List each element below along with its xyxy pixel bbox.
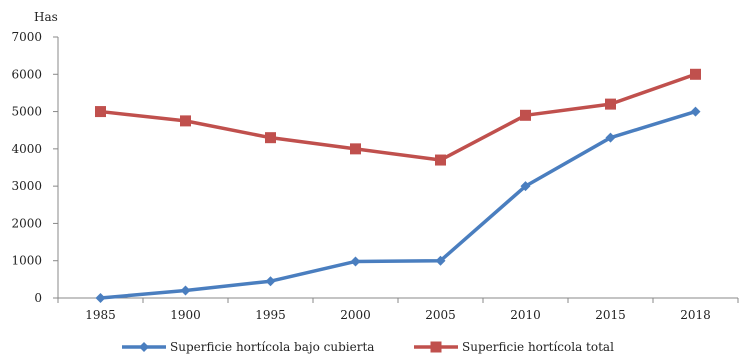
legend-label: Superficie hortícola total	[462, 340, 614, 354]
x-tick-label: 1900	[170, 308, 201, 322]
series-total	[95, 68, 701, 166]
series-total-point	[350, 143, 361, 155]
series-bajo-cubierta-point	[605, 132, 616, 143]
y-tick-label: 0	[34, 291, 42, 305]
y-tick-label: 1000	[11, 254, 42, 268]
legend-item-total: Superficie hortícola total	[414, 340, 614, 354]
series-bajo-cubierta-point	[435, 255, 446, 266]
legend-item-bajo-cubierta: Superficie hortícola bajo cubierta	[122, 340, 374, 354]
y-tick-label: 7000	[11, 30, 42, 44]
series-total-line	[100, 72, 697, 162]
series-total-point	[520, 109, 531, 121]
series-bajo-cubierta-point	[690, 106, 701, 117]
legend-swatch-marker	[430, 341, 442, 353]
y-tick-label: 4000	[11, 142, 42, 156]
x-tick-label: 1985	[85, 308, 116, 322]
x-tick-label: 2010	[510, 308, 541, 322]
y-tick-label: 3000	[11, 179, 42, 193]
x-tick-label: 1995	[255, 308, 286, 322]
x-tick-label: 2005	[425, 308, 456, 322]
y-tick-label: 5000	[11, 105, 42, 119]
series-total-point	[180, 115, 191, 127]
series-total-point	[605, 98, 616, 110]
series-group	[95, 68, 701, 303]
y-tick-label: 6000	[11, 67, 42, 81]
x-tick-label: 2018	[680, 308, 711, 322]
x-axis-ticks: 1985 1900 1995 2000 2005 2010 2015 2018	[57, 298, 739, 322]
series-total-point	[265, 132, 276, 144]
series-bajo-cubierta	[95, 106, 701, 303]
series-total-point	[95, 106, 106, 118]
legend-swatch-marker	[139, 342, 149, 352]
series-bajo-cubierta-line	[100, 109, 697, 300]
series-total-point	[690, 68, 701, 80]
x-tick-label: 2015	[595, 308, 626, 322]
series-bajo-cubierta-point	[95, 293, 106, 303]
series-total-point	[435, 154, 446, 166]
y-axis-ticks: 0 1000 2000 3000 4000 5000 6000 7000	[11, 30, 58, 305]
y-axis-unit-label: Has	[34, 10, 58, 24]
series-bajo-cubierta-point	[520, 181, 531, 192]
legend-label: Superficie hortícola bajo cubierta	[170, 340, 374, 354]
axes	[57, 37, 738, 299]
legend: Superficie hortícola bajo cubierta Superf…	[122, 340, 614, 354]
y-tick-label: 2000	[11, 216, 42, 230]
x-tick-label: 2000	[340, 308, 371, 322]
series-bajo-cubierta-point	[180, 285, 191, 296]
series-bajo-cubierta-point	[350, 256, 361, 267]
series-bajo-cubierta-point	[265, 276, 276, 287]
